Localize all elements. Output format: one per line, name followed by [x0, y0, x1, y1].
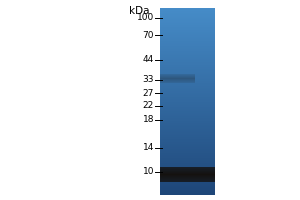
Text: kDa: kDa — [130, 6, 150, 16]
Text: 44: 44 — [143, 55, 154, 64]
Text: 10: 10 — [142, 168, 154, 176]
Text: 33: 33 — [142, 75, 154, 84]
Text: 22: 22 — [143, 102, 154, 110]
Text: 18: 18 — [142, 116, 154, 124]
Text: 100: 100 — [137, 14, 154, 22]
Text: 14: 14 — [142, 144, 154, 152]
Text: 27: 27 — [142, 88, 154, 98]
Text: 70: 70 — [142, 30, 154, 40]
